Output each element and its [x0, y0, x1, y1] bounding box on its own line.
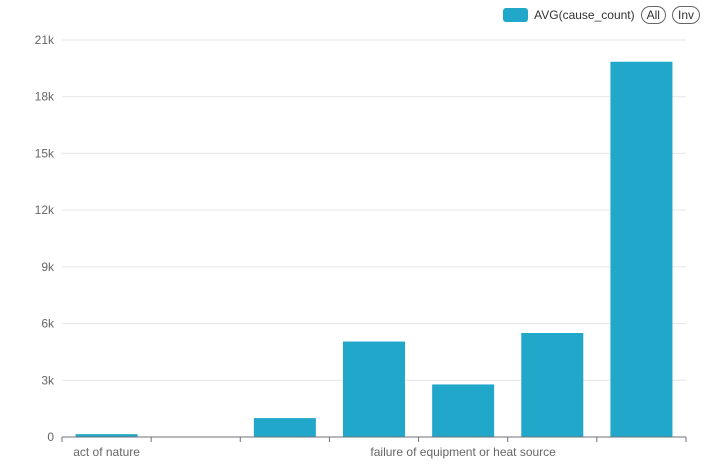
bar[interactable]	[432, 384, 495, 437]
bar[interactable]	[343, 341, 405, 437]
axes	[61, 436, 687, 442]
y-tick-label: 18k	[35, 90, 55, 104]
bar[interactable]	[610, 61, 673, 437]
y-tick-label: 21k	[35, 33, 55, 47]
legend-series-label: AVG(cause_count)	[534, 8, 635, 22]
legend: AVG(cause_count) All Inv	[503, 5, 700, 25]
x-tick-label: act of nature	[73, 445, 140, 459]
y-tick-label: 3k	[41, 373, 55, 387]
bars	[75, 61, 673, 437]
y-tick-label: 15k	[35, 146, 55, 160]
legend-item-series[interactable]: AVG(cause_count)	[503, 8, 635, 22]
invert-selection-button[interactable]: Inv	[671, 6, 700, 24]
select-all-button[interactable]: All	[640, 6, 666, 24]
bar[interactable]	[75, 434, 138, 437]
grid-lines	[62, 39, 686, 381]
x-tick-labels: act of nature failure of equipment or hea…	[73, 445, 556, 459]
y-tick-label: 6k	[41, 317, 55, 331]
y-tick-label: 12k	[35, 203, 55, 217]
bar[interactable]	[253, 418, 316, 437]
y-tick-label: 9k	[41, 260, 55, 274]
y-tick-label: 0	[47, 430, 54, 444]
bar[interactable]	[521, 333, 584, 437]
x-tick-label: failure of equipment or heat source	[370, 445, 556, 459]
y-tick-labels: 0 3k 6k 9k 12k 15k 18k 21k	[35, 33, 55, 444]
legend-swatch	[503, 8, 529, 22]
